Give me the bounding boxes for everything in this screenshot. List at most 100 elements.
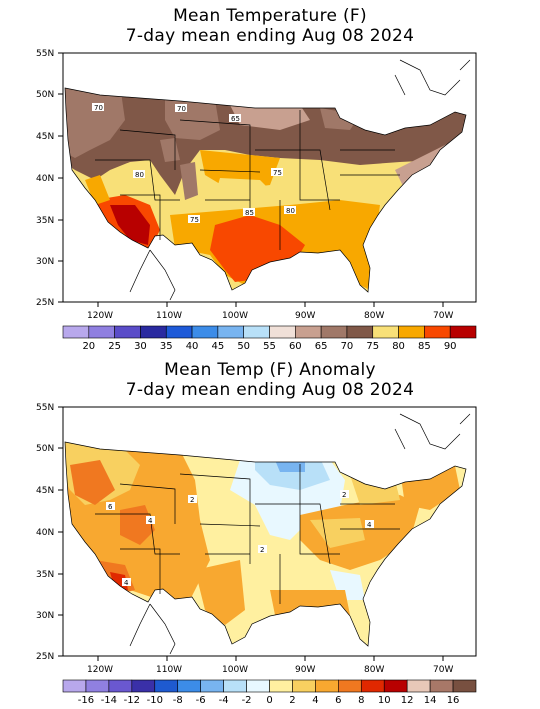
- lon-label: 100W: [222, 311, 248, 321]
- map1-colorbar-swatch: [140, 325, 167, 339]
- map2-colorbar-label: -16: [78, 695, 94, 706]
- map2-colorbar-label: -8: [173, 695, 183, 706]
- lat-label: 50N: [36, 90, 54, 100]
- lon-label: 70W: [433, 665, 453, 675]
- map1-lon-labels: 120W 110W 100W 90W 80W 70W: [87, 311, 453, 321]
- lon-label: 70W: [433, 311, 453, 321]
- contour-label: 4: [124, 579, 129, 587]
- map2-colorbar-label: -10: [147, 695, 163, 706]
- map2-colorbar-swatch: [200, 679, 224, 693]
- map2-ticks: [58, 406, 444, 661]
- map2-colorbar-label: -2: [242, 695, 252, 706]
- map2-colorbar-label: 14: [424, 695, 437, 706]
- map1-colorbar-label: 65: [315, 341, 328, 352]
- lon-label: 90W: [295, 311, 315, 321]
- map1-colorbar-swatch: [295, 325, 322, 339]
- lat-label: 25N: [36, 652, 54, 662]
- map1-colorbar-label: 85: [418, 341, 431, 352]
- map1-colorbar-label: 50: [237, 341, 250, 352]
- map2-colorbar-swatch: [292, 679, 316, 693]
- map2-colorbar-swatch: [177, 679, 201, 693]
- map2-colorbar-swatch: [406, 679, 431, 693]
- map2-lat-labels: 55N 50N 45N 40N 35N 30N 25N: [36, 403, 54, 662]
- map2-colorbar-label: 8: [358, 695, 364, 706]
- map2-colorbar-label: 2: [289, 695, 295, 706]
- map1-colorbar-swatch: [114, 325, 141, 339]
- lat-label: 35N: [36, 216, 54, 226]
- contour-label: 2: [190, 496, 194, 504]
- map2-colorbar-swatch: [429, 679, 454, 693]
- map2-colorbar-swatch: [338, 679, 362, 693]
- map2-colorbar-swatch: [62, 679, 87, 693]
- map2-borders: [64, 413, 471, 655]
- lat-label: 45N: [36, 486, 54, 496]
- map1-colorbar-label: 75: [366, 341, 379, 352]
- lon-label: 100W: [222, 665, 248, 675]
- map1-colorbar-swatch: [269, 325, 296, 339]
- map2-colorbar-swatch: [315, 679, 339, 693]
- map2-colorbar-label: 4: [312, 695, 318, 706]
- map1-colorbar-label: 30: [134, 341, 147, 352]
- map1-colorbar-label: 35: [160, 341, 173, 352]
- map1-colorbar-label: 20: [82, 341, 95, 352]
- contour-label: 2: [260, 546, 264, 554]
- map2-lon-labels: 120W 110W 100W 90W 80W 70W: [87, 665, 453, 675]
- map1-colorbar-swatch: [424, 325, 451, 339]
- map1-panel: 70 70 65 75 80 75 80 85 55N 50N 45N 40N …: [36, 49, 477, 352]
- map1-colorbar-label: 90: [444, 341, 457, 352]
- map2-title-line2: 7-day mean ending Aug 08 2024: [125, 380, 415, 400]
- map2-colorbar-label: 0: [266, 695, 272, 706]
- lon-label: 110W: [156, 311, 182, 321]
- map2-colorbar-swatch: [360, 679, 385, 693]
- lat-label: 25N: [36, 298, 54, 308]
- map1-colorbar: 20 25 30 35 40 45 50 55 60 65 70 75 80 85 90: [62, 325, 477, 352]
- map2-colorbar-swatch: [131, 679, 156, 693]
- lat-label: 50N: [36, 444, 54, 454]
- map2-colorbar-swatch: [383, 679, 408, 693]
- map1-colorbar-swatch: [62, 325, 90, 339]
- contour-label: 75: [190, 216, 199, 224]
- contour-label: 4: [367, 521, 372, 529]
- map2-colorbar-label: 12: [401, 695, 414, 706]
- map2-title-line1: Mean Temp (F) Anomaly: [164, 360, 376, 380]
- lat-label: 40N: [36, 528, 54, 538]
- map2-colorbar-swatch: [269, 679, 293, 693]
- contour-label: 85: [245, 209, 254, 217]
- map1-title-line2: 7-day mean ending Aug 08 2024: [125, 26, 415, 46]
- map2-colorbar-label: 6: [335, 695, 341, 706]
- map1-colorbar-swatch: [398, 325, 425, 339]
- map1-colorbar-label: 55: [263, 341, 276, 352]
- lon-label: 120W: [87, 665, 113, 675]
- map1-colorbar-swatch: [165, 325, 193, 339]
- contour-label: 4: [148, 517, 153, 525]
- lat-label: 30N: [36, 257, 54, 267]
- map2-colorbar-label: 10: [378, 695, 391, 706]
- map2-colorbar: -16 -14 -12 -10 -8 -6 -4 -2 0 2 4 6 8 10 12 14 16: [62, 679, 477, 706]
- map1-lat-ticks: [58, 52, 444, 307]
- lat-label: 55N: [36, 403, 54, 413]
- map1-borders: [64, 59, 471, 301]
- map1-colorbar-swatch: [320, 325, 348, 339]
- map1-colorbar-swatch: [346, 325, 374, 339]
- contour-label: 65: [231, 115, 240, 123]
- lat-label: 35N: [36, 570, 54, 580]
- map1-colorbar-swatch: [243, 325, 270, 339]
- lon-label: 80W: [364, 311, 384, 321]
- map1-colorbar-swatch: [217, 325, 244, 339]
- map1-colorbar-label: 70: [341, 341, 354, 352]
- map2-colorbar-swatch: [154, 679, 179, 693]
- map2-colorbar-swatch: [246, 679, 270, 693]
- map2-colorbar-label: -4: [219, 695, 229, 706]
- map1-colorbar-label: 45: [212, 341, 225, 352]
- contour-label: 70: [177, 105, 186, 113]
- map2-colorbar-label: -6: [196, 695, 206, 706]
- map2-colorbar-swatch: [452, 679, 477, 693]
- map1-colorbar-label: 80: [392, 341, 405, 352]
- map2-colorbar-swatch: [108, 679, 133, 693]
- map1-colorbar-label: 25: [108, 341, 121, 352]
- contour-label: 2: [342, 491, 346, 499]
- lon-label: 110W: [156, 665, 182, 675]
- map2-colorbar-swatch: [223, 679, 247, 693]
- map1-contour-labels: 70 70 65 75 80 75 80 85: [92, 103, 296, 224]
